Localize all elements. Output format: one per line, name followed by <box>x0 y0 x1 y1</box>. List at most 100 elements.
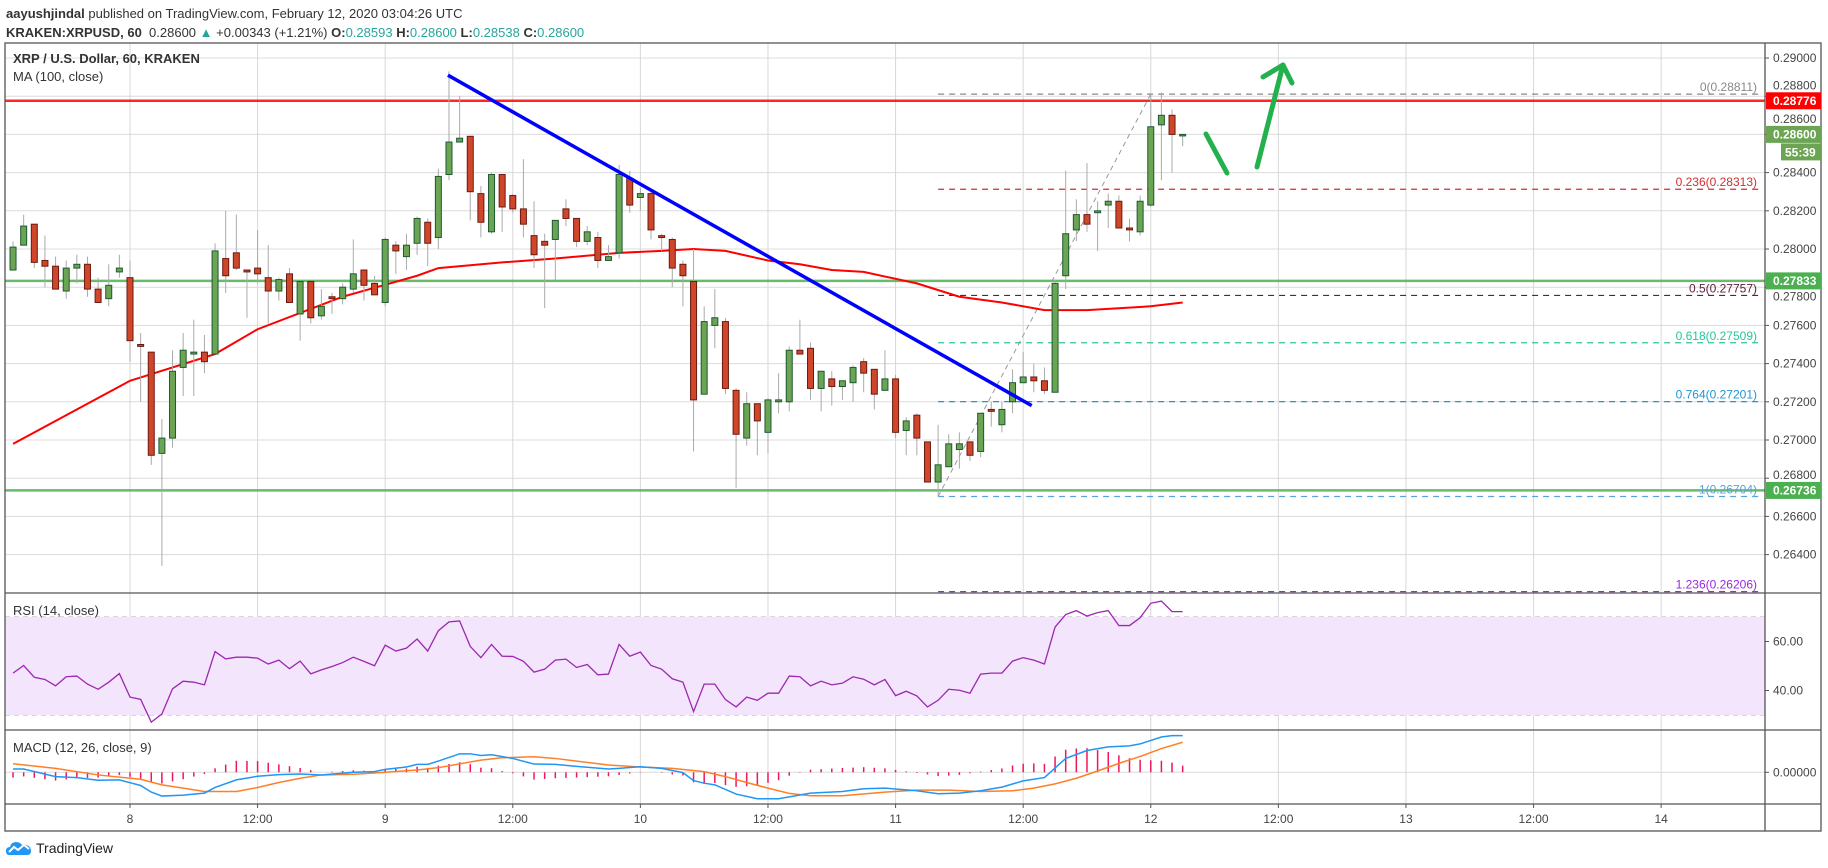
candle[interactable] <box>285 268 293 303</box>
candle[interactable] <box>445 71 453 181</box>
candle[interactable] <box>62 260 70 299</box>
candle[interactable] <box>73 254 81 284</box>
candle[interactable] <box>307 280 315 324</box>
candle[interactable] <box>647 191 655 240</box>
candle[interactable] <box>977 412 985 458</box>
candle[interactable] <box>200 334 208 374</box>
candle[interactable] <box>371 275 379 296</box>
candle[interactable] <box>913 413 921 456</box>
candle[interactable] <box>785 346 793 412</box>
candle[interactable] <box>934 424 942 497</box>
candle[interactable] <box>987 401 995 427</box>
candle[interactable] <box>264 245 272 324</box>
candle[interactable] <box>636 187 644 211</box>
candle[interactable] <box>275 277 283 301</box>
candle[interactable] <box>456 96 464 143</box>
candle[interactable] <box>158 418 166 567</box>
candle[interactable] <box>860 357 868 393</box>
candle[interactable] <box>211 243 219 355</box>
candle[interactable] <box>679 260 687 307</box>
candle[interactable] <box>775 373 783 414</box>
candle[interactable] <box>105 264 113 307</box>
candle[interactable] <box>604 245 612 261</box>
candle[interactable] <box>1051 279 1059 393</box>
candle[interactable] <box>945 434 953 468</box>
candle[interactable] <box>573 217 581 248</box>
candle[interactable] <box>94 277 102 303</box>
candle[interactable] <box>1094 201 1102 251</box>
candle[interactable] <box>360 269 368 301</box>
candle[interactable] <box>9 241 17 271</box>
candle[interactable] <box>870 368 878 410</box>
candle[interactable] <box>1062 170 1070 290</box>
candle[interactable] <box>711 289 719 349</box>
candle[interactable] <box>807 342 815 400</box>
candle[interactable] <box>147 351 155 465</box>
candle[interactable] <box>402 233 410 271</box>
candle[interactable] <box>126 260 134 362</box>
candle[interactable] <box>41 235 49 288</box>
candle[interactable] <box>1168 109 1176 173</box>
candle[interactable] <box>137 333 145 402</box>
candle[interactable] <box>232 214 240 271</box>
candle[interactable] <box>955 432 963 469</box>
candle[interactable] <box>594 231 602 269</box>
candle[interactable] <box>434 168 442 249</box>
candle[interactable] <box>764 397 772 454</box>
candle[interactable] <box>828 371 836 406</box>
candle[interactable] <box>424 218 432 267</box>
candle[interactable] <box>796 319 804 355</box>
candle[interactable] <box>477 185 485 238</box>
candle[interactable] <box>1136 195 1144 236</box>
candle[interactable] <box>700 306 708 395</box>
candle[interactable] <box>966 441 974 462</box>
candle[interactable] <box>339 283 347 305</box>
candle[interactable] <box>892 375 900 439</box>
candle[interactable] <box>498 174 506 232</box>
author-name[interactable]: aayushjindal <box>6 6 85 21</box>
candle[interactable] <box>413 216 421 255</box>
candle[interactable] <box>190 319 198 397</box>
candle[interactable] <box>721 317 729 395</box>
candle[interactable] <box>838 380 846 400</box>
candle[interactable] <box>562 199 570 227</box>
candle[interactable] <box>466 135 474 221</box>
candle[interactable] <box>1179 133 1187 147</box>
candle[interactable] <box>902 417 910 456</box>
candle[interactable] <box>1115 195 1123 229</box>
candle[interactable] <box>668 237 676 288</box>
candle[interactable] <box>998 401 1006 433</box>
candle[interactable] <box>849 365 857 402</box>
candle[interactable] <box>1104 193 1112 228</box>
candle[interactable] <box>488 172 496 234</box>
candle[interactable] <box>690 249 698 452</box>
candle[interactable] <box>349 239 357 293</box>
tradingview-logo[interactable]: TradingView <box>6 840 113 856</box>
candle[interactable] <box>1157 92 1165 181</box>
candle[interactable] <box>243 269 251 318</box>
candle[interactable] <box>1072 199 1080 242</box>
candle[interactable] <box>1083 163 1091 232</box>
candle[interactable] <box>530 201 538 269</box>
candle[interactable] <box>1009 369 1017 414</box>
candle[interactable] <box>1040 367 1048 395</box>
candle[interactable] <box>583 226 591 246</box>
candle[interactable] <box>392 241 400 274</box>
candle[interactable] <box>179 333 187 397</box>
candle[interactable] <box>519 159 527 238</box>
candle[interactable] <box>317 289 325 320</box>
candle[interactable] <box>1019 352 1027 384</box>
candle[interactable] <box>52 256 60 290</box>
candle[interactable] <box>753 403 761 456</box>
candle[interactable] <box>222 210 230 293</box>
candle[interactable] <box>1147 94 1155 207</box>
candle[interactable] <box>169 350 177 448</box>
candle[interactable] <box>732 388 740 488</box>
candle[interactable] <box>551 219 559 280</box>
candle[interactable] <box>923 441 931 483</box>
candle[interactable] <box>115 254 123 278</box>
candle[interactable] <box>541 233 549 309</box>
candle[interactable] <box>509 193 517 213</box>
candle[interactable] <box>817 370 825 412</box>
